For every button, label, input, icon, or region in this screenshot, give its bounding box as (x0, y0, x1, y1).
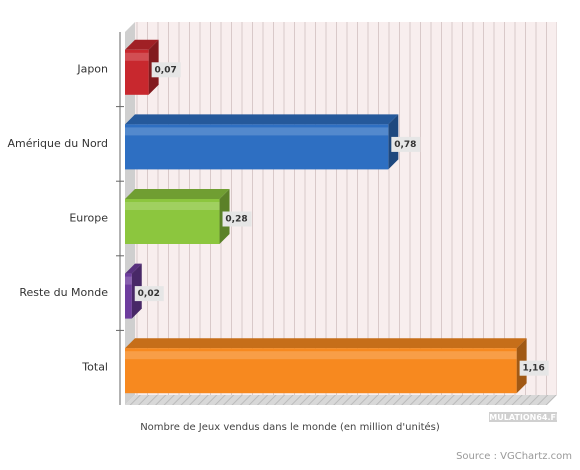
logo: EMULATION64.FR (484, 413, 562, 422)
bar-top (125, 189, 230, 199)
floor (125, 395, 557, 405)
value-label: 0,28 (225, 215, 247, 225)
value-label-box (134, 286, 164, 302)
y-tick-label: Total (81, 361, 108, 374)
bar-highlight (125, 52, 149, 61)
logo-box (489, 412, 557, 422)
y-tick-label: Reste du Monde (19, 286, 108, 299)
value-label: 0,07 (155, 65, 177, 75)
bar (125, 124, 389, 170)
bar-highlight (125, 127, 389, 136)
bar (125, 273, 132, 319)
bar-top (125, 39, 159, 50)
value-label: 1,16 (523, 364, 545, 374)
y-tick-label: Japon (76, 62, 108, 75)
bar (125, 199, 220, 244)
value-label-box (391, 136, 421, 152)
value-label-box (222, 211, 252, 227)
value-label: 0,02 (138, 289, 160, 299)
bar-highlight (125, 351, 517, 360)
bar-top (125, 114, 399, 125)
value-label-box (519, 360, 549, 376)
bar (125, 348, 517, 394)
bar-top (125, 263, 142, 274)
x-axis-label: Nombre de Jeux vendus dans le monde (en … (140, 421, 440, 433)
bar (125, 49, 149, 95)
bar-top (125, 338, 527, 349)
bar-highlight (125, 276, 132, 285)
bar-highlight (125, 202, 220, 210)
y-tick-label: Amérique du Nord (7, 137, 108, 150)
value-label: 0,78 (394, 140, 416, 150)
y-tick-label: Europe (69, 212, 108, 225)
value-label-box (151, 62, 181, 78)
source: Source : VGChartz.com (456, 451, 572, 462)
